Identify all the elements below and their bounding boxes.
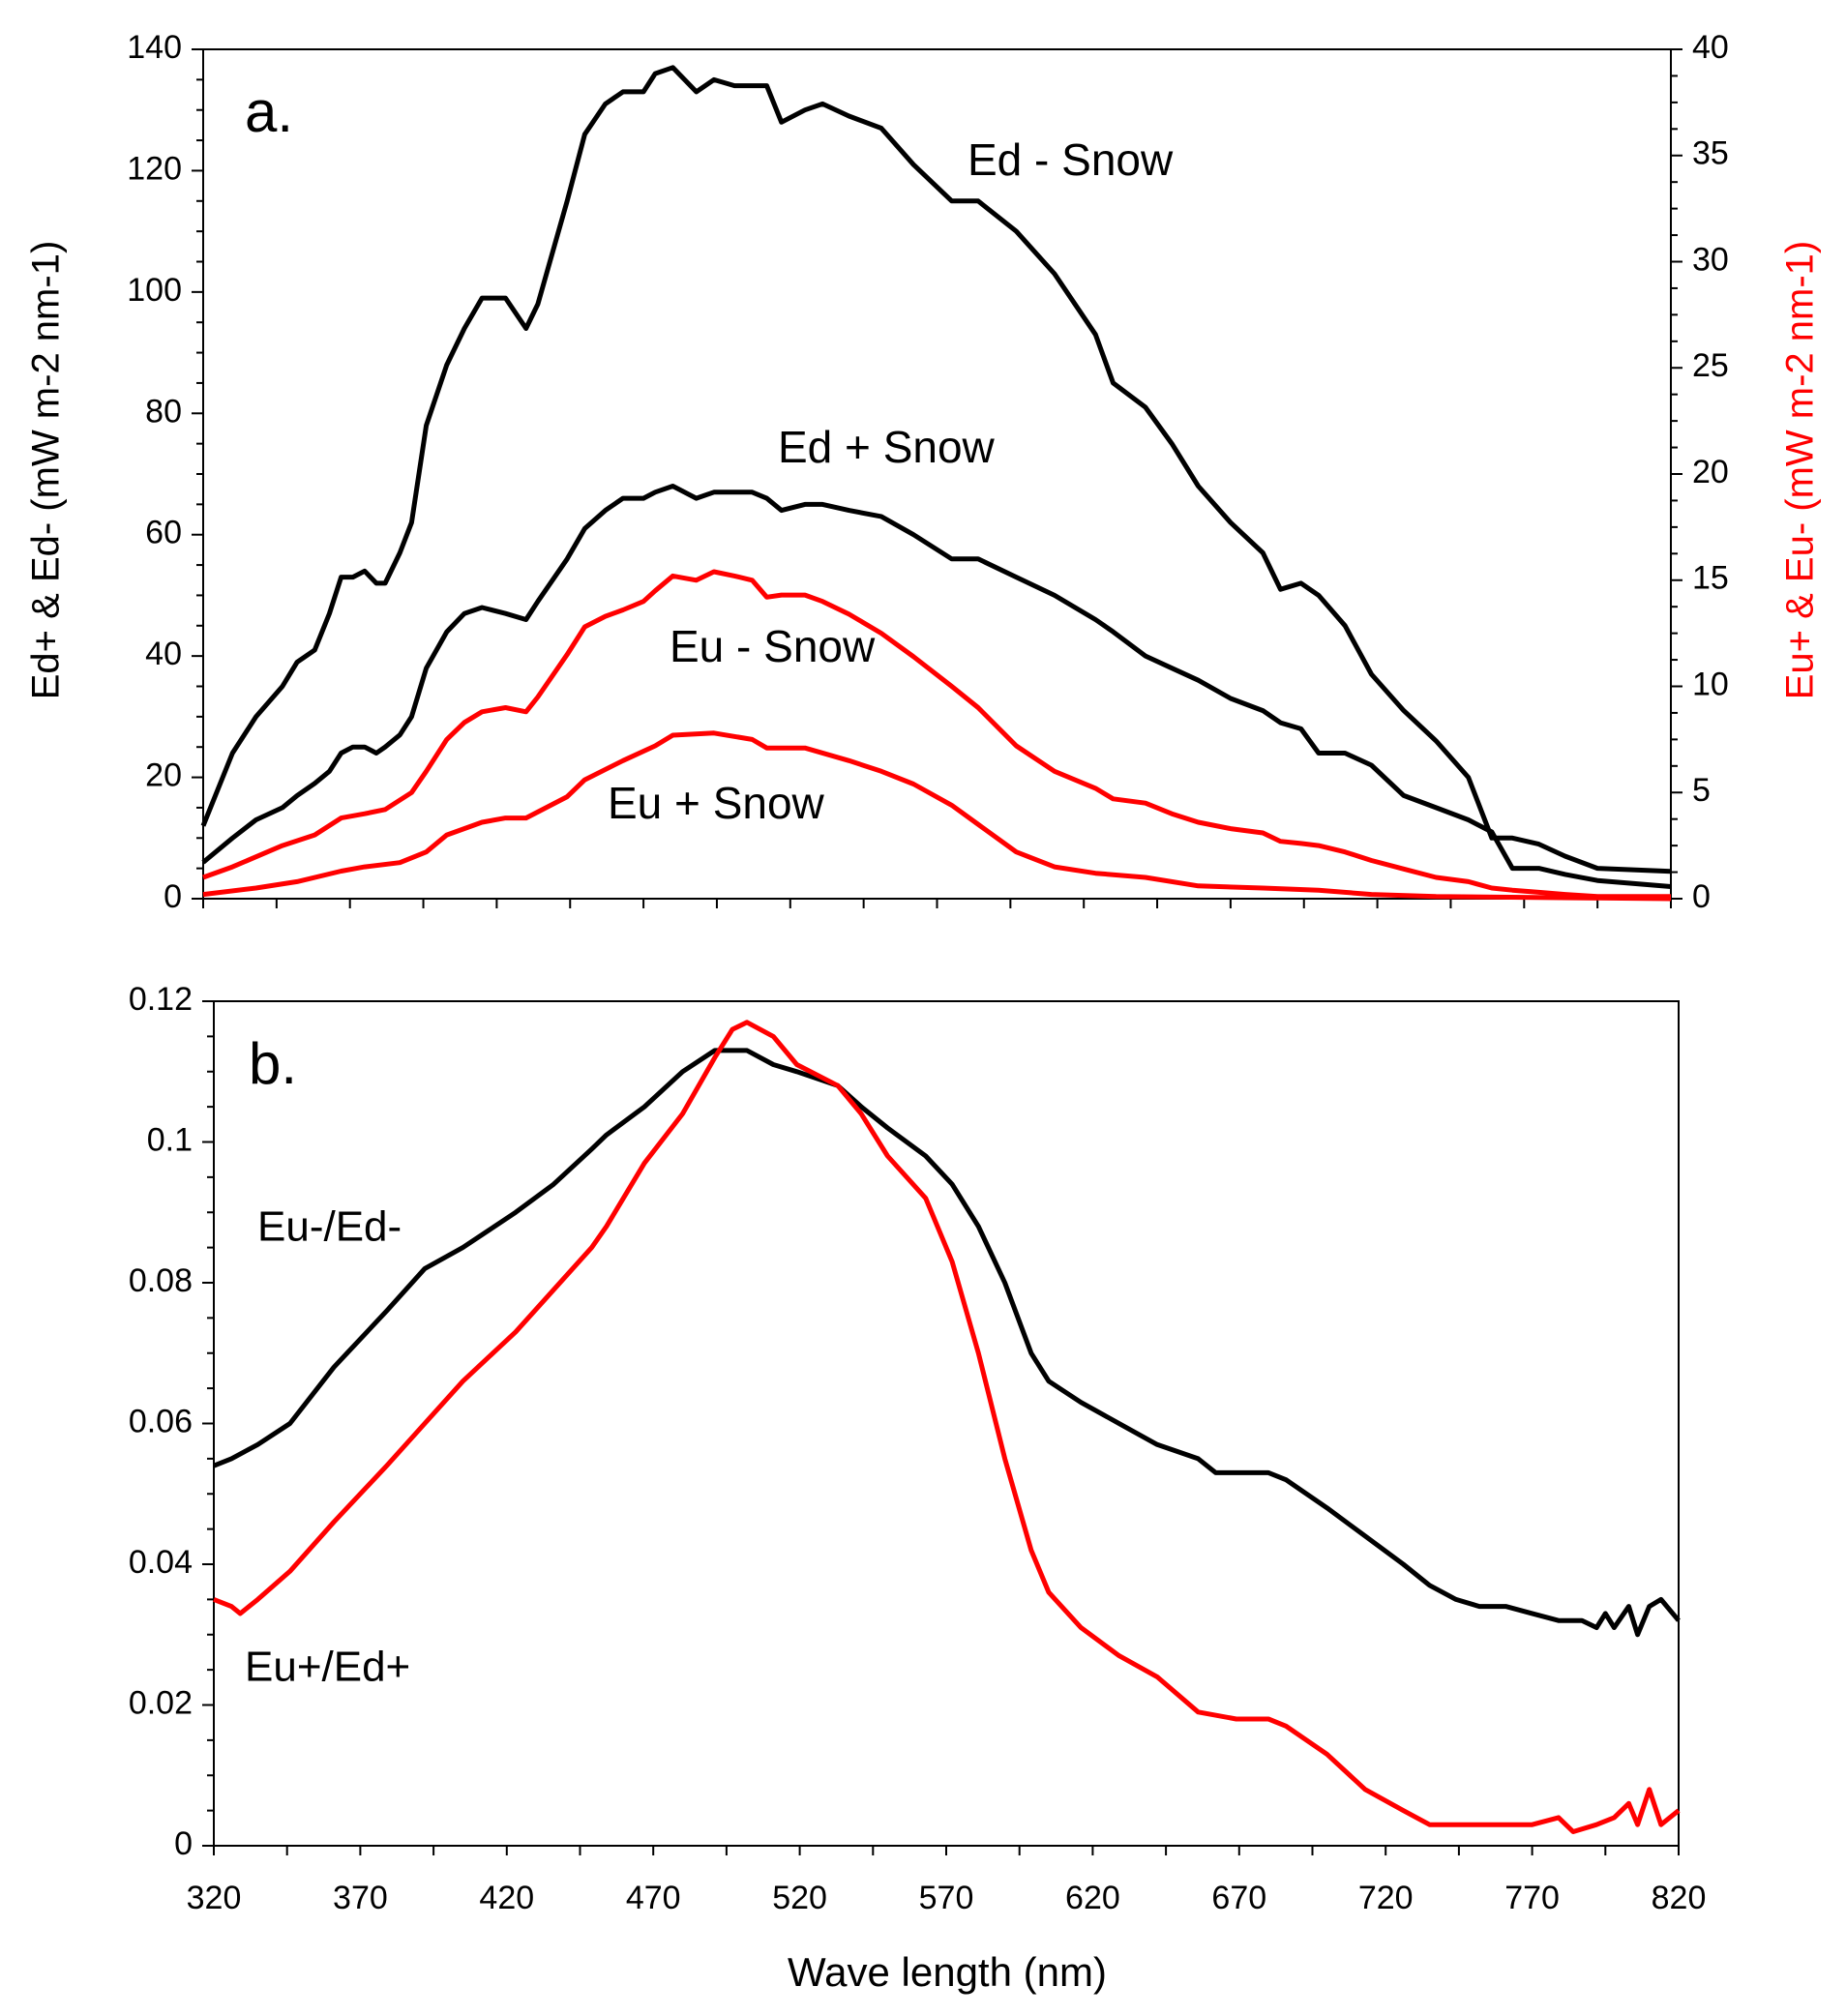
y-tick-label-right: 15 [1692,560,1729,597]
panel-a: 0 20 40 60 80 100 120 140 0 5 10 15 20 25 30 35 40 Ed+ & … [25,29,1822,915]
series-line-ed-snow [200,65,1672,875]
x-tick-label: 370 [333,1880,388,1916]
x-tick-label: 570 [919,1880,974,1916]
y-tick-label-left: 140 [127,29,182,66]
y-tick-label-right: 40 [1692,29,1729,66]
panel-b: 320 370 420 470 520 570 620 670 720 770 820 0 0.02 0.… [129,981,1707,1995]
x-axis-label: Wave length (nm) [788,1949,1107,1995]
y-tick-label: 0.02 [129,1684,193,1721]
series-line-eu-snow [202,730,1672,902]
series-line-ed-snow [201,484,1672,889]
y-tick-label-left: 0 [164,878,182,915]
series-line-eu-minus-ed-minus [213,1048,1681,1638]
y-tick-label-left: 120 [127,150,182,187]
x-tick-label: 470 [626,1880,681,1916]
panel-label-b: b. [249,1031,297,1096]
y-tick-label-right: 35 [1692,135,1729,172]
series-annotation: Ed - Snow [968,134,1174,185]
x-tick-label: 670 [1211,1880,1266,1916]
y-tick-label: 0.1 [147,1121,193,1158]
x-tick-label: 770 [1504,1880,1560,1916]
y-axis-label-right: Eu+ & Eu- (mW m-2 nm-1) [1779,241,1822,700]
y-tick-label: 0.12 [129,981,193,1018]
y-tick-label-right: 25 [1692,347,1729,384]
x-tick-label: 620 [1065,1880,1120,1916]
y-tick-label-left: 80 [145,393,182,430]
y-tick-label: 0.06 [129,1403,193,1439]
x-tick-label: 720 [1358,1880,1414,1916]
y-tick-label-right: 5 [1692,772,1711,809]
x-tick-label: 820 [1652,1880,1707,1916]
series-annotation: Eu + Snow [608,778,825,828]
series-annotation: Eu+/Ed+ [245,1644,410,1691]
series-line-eu-snow [202,569,1671,900]
plot-frame [202,48,1672,900]
y-tick-label-right: 10 [1692,666,1729,702]
x-tick-label: 420 [479,1880,534,1916]
y-tick-label-left: 60 [145,515,182,551]
x-tick-label: 320 [187,1880,242,1916]
y-tick-label-right: 30 [1692,241,1729,278]
y-tick-label: 0 [174,1825,193,1862]
y-axis-label-left: Ed+ & Ed- (mW m-2 nm-1) [25,241,68,700]
y-tick-label: 0.04 [129,1544,193,1581]
series-annotation: Eu-/Ed- [257,1203,402,1251]
y-tick-label-left: 40 [145,636,182,672]
y-tick-label-left: 20 [145,757,182,794]
series-line-eu-plus-ed-plus [213,1020,1681,1834]
y-tick-label: 0.08 [129,1262,193,1299]
plot-frame [213,1000,1680,1847]
y-tick-label-right: 0 [1692,878,1711,915]
y-tick-label-left: 100 [127,272,182,309]
series-annotation: Ed + Snow [778,422,996,472]
y-tick-label-right: 20 [1692,454,1729,490]
panel-label-a: a. [245,79,293,144]
series-annotation: Eu - Snow [670,621,876,671]
x-tick-label: 520 [772,1880,827,1916]
